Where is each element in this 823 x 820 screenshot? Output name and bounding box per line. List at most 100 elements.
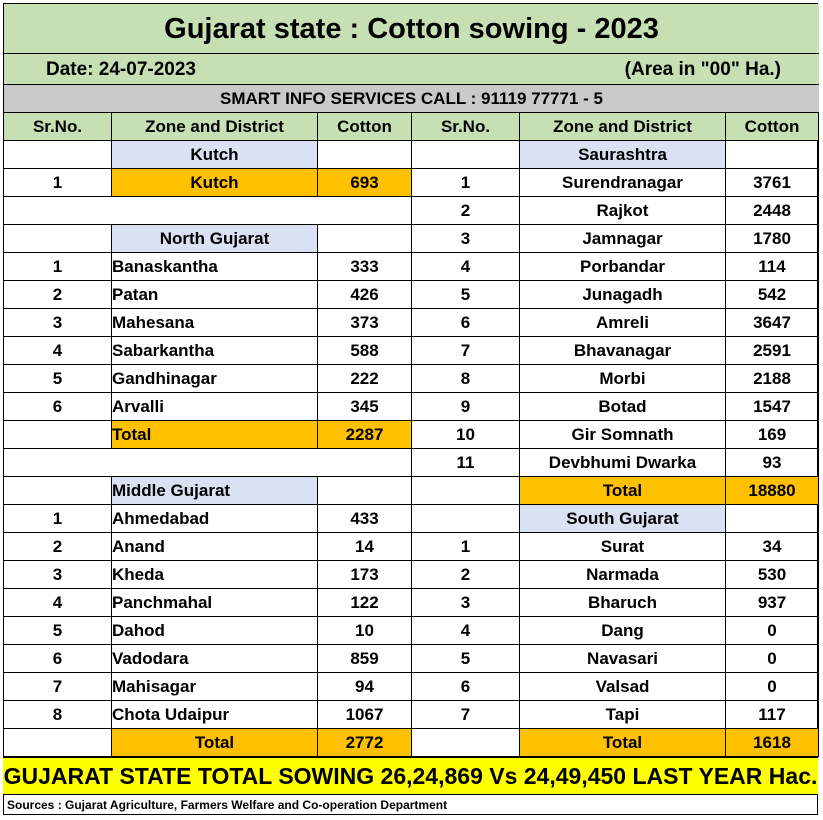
cotton-value: 222 [317,364,412,393]
district-name: Chota Udaipur [111,700,318,729]
table-row: 6 Vadodara 859 5 Navasari 0 [3,644,819,673]
total-label-saurashtra: Total [519,476,726,505]
total-value-north: 2287 [317,420,412,449]
sr-no: 1 [411,532,520,561]
cotton-value: 173 [317,560,412,589]
sr-no: 5 [3,616,112,645]
blank-cell [3,196,412,225]
header-srno-left: Sr.No. [3,112,112,141]
district-name: Porbandar [519,252,726,281]
cotton-value: 117 [725,700,819,729]
cotton-value: 93 [725,448,819,477]
total-label-middle: Total [111,728,318,757]
district-name: Jamnagar [519,224,726,253]
district-name: Ahmedabad [111,504,318,533]
cotton-value: 433 [317,504,412,533]
district-name: Gir Somnath [519,420,726,449]
cotton-value: 94 [317,672,412,701]
table-row: 4 Panchmahal 122 3 Bharuch 937 [3,588,819,617]
sr-no: 6 [411,308,520,337]
cotton-value: 2448 [725,196,819,225]
district-name: Surendranagar [519,168,726,197]
total-value-middle: 2772 [317,728,412,757]
cotton-value: 530 [725,560,819,589]
cotton-value: 345 [317,392,412,421]
district-name: Banaskantha [111,252,318,281]
table-row: 11 Devbhumi Dwarka 93 [3,448,819,477]
cotton-value: 333 [317,252,412,281]
district-name: Gandhinagar [111,364,318,393]
table-row: Kutch Saurashtra [3,140,819,169]
header-row: Sr.No. Zone and District Cotton Sr.No. Z… [3,112,819,141]
sr-no: 3 [411,224,520,253]
sr-no: 4 [3,336,112,365]
cotton-value: 1067 [317,700,412,729]
sr-no: 5 [3,364,112,393]
zone-label-kutch: Kutch [111,140,318,169]
district-name: Sabarkantha [111,336,318,365]
cotton-value: 34 [725,532,819,561]
district-name: Mahesana [111,308,318,337]
cotton-value: 693 [317,168,412,197]
cotton-value: 169 [725,420,819,449]
sr-no: 1 [3,168,112,197]
table-row: 1 Banaskantha 333 4 Porbandar 114 [3,252,819,281]
sr-no: 11 [411,448,520,477]
table-row: 6 Arvalli 345 9 Botad 1547 [3,392,819,421]
cotton-value: 542 [725,280,819,309]
header-zone-left: Zone and District [111,112,318,141]
table-row: 8 Chota Udaipur 1067 7 Tapi 117 [3,700,819,729]
cotton-value: 0 [725,616,819,645]
table-row: 7 Mahisagar 94 6 Valsad 0 [3,672,819,701]
district-name: Amreli [519,308,726,337]
cotton-value: 937 [725,588,819,617]
sr-no: 10 [411,420,520,449]
district-name: Narmada [519,560,726,589]
district-name: Anand [111,532,318,561]
sr-no: 3 [411,588,520,617]
cotton-value: 0 [725,644,819,673]
cotton-value: 588 [317,336,412,365]
header-srno-right: Sr.No. [411,112,520,141]
table-row: North Gujarat 3 Jamnagar 1780 [3,224,819,253]
sr-no: 4 [3,588,112,617]
district-name: Navasari [519,644,726,673]
zone-label-south: South Gujarat [519,504,726,533]
blank-cell [3,448,412,477]
district-name: Dahod [111,616,318,645]
sr-no: 7 [3,672,112,701]
header-cotton-right: Cotton [725,112,819,141]
district-name: Kutch [111,168,318,197]
sr-no: 7 [411,336,520,365]
table-row: Total 2772 Total 1618 [3,728,819,757]
district-name: Panchmahal [111,588,318,617]
sr-no: 4 [411,252,520,281]
total-label-north: Total [111,420,318,449]
zone-label-north: North Gujarat [111,224,318,253]
district-name: Kheda [111,560,318,589]
sr-no: 6 [3,644,112,673]
sr-no: 2 [3,280,112,309]
header-zone-right: Zone and District [519,112,726,141]
sr-no: 3 [3,308,112,337]
district-name: Patan [111,280,318,309]
table-row: 4 Sabarkantha 588 7 Bhavanagar 2591 [3,336,819,365]
cotton-value: 10 [317,616,412,645]
cotton-value: 122 [317,588,412,617]
page-title: Gujarat state : Cotton sowing - 2023 [4,4,819,54]
sr-no: 8 [411,364,520,393]
table-row: 1 Kutch 693 1 Surendranagar 3761 [3,168,819,197]
cotton-value: 426 [317,280,412,309]
sr-no: 5 [411,644,520,673]
cotton-value: 114 [725,252,819,281]
cotton-value: 373 [317,308,412,337]
sr-no: 9 [411,392,520,421]
district-name: Devbhumi Dwarka [519,448,726,477]
sr-no: 4 [411,616,520,645]
zone-label-middle: Middle Gujarat [111,476,318,505]
total-value-south: 1618 [725,728,819,757]
table-row: 5 Dahod 10 4 Dang 0 [3,616,819,645]
cotton-value: 1547 [725,392,819,421]
sr-no: 7 [411,700,520,729]
cotton-value: 3647 [725,308,819,337]
